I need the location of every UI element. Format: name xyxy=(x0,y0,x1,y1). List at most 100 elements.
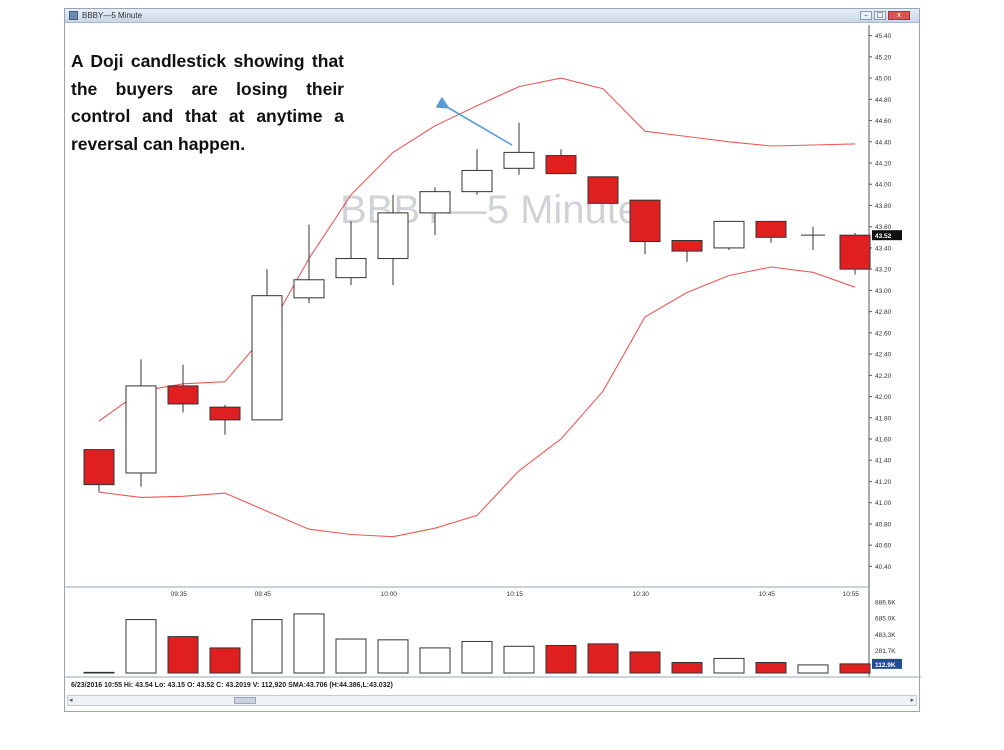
volume-bar xyxy=(209,647,241,674)
annotation-arrow xyxy=(435,96,513,146)
scroll-thumb[interactable] xyxy=(234,697,256,704)
bearish-candle xyxy=(839,233,871,275)
close-button[interactable]: x xyxy=(888,11,910,20)
bullish-candle xyxy=(377,194,409,286)
window-title: BBBY—5 Minute xyxy=(82,11,143,20)
bullish-candle xyxy=(293,224,325,304)
maximize-button[interactable]: □ xyxy=(874,11,886,20)
bullish-candle xyxy=(461,149,493,195)
price-tick-label: 41.20 xyxy=(875,479,892,486)
volume-bar xyxy=(671,661,703,674)
candle-body xyxy=(545,155,577,175)
price-tick-label: 44.40 xyxy=(875,139,892,146)
bullish-candle xyxy=(251,269,283,421)
bollinger-upper-line xyxy=(98,77,856,422)
time-tick-label: 10:00 xyxy=(381,591,398,598)
price-tick-label: 43.60 xyxy=(875,224,892,231)
candle-body xyxy=(83,449,115,486)
candle-body xyxy=(839,234,871,270)
price-tick-label: 41.60 xyxy=(875,437,892,444)
price-tick-label: 43.00 xyxy=(875,288,892,295)
price-axis-labels: 45.40 45.20 45.00 44.80 44.60 44.40 44.20 44.00… xyxy=(869,33,902,571)
bearish-candle xyxy=(83,449,115,493)
candle-body xyxy=(419,191,451,214)
chart-app-icon xyxy=(69,11,78,20)
bollinger-lower-line xyxy=(98,266,856,538)
bearish-candle xyxy=(671,239,703,262)
candle-body xyxy=(293,279,325,299)
candles xyxy=(83,122,871,493)
minimize-button[interactable]: – xyxy=(860,11,872,20)
volume-tick-label: 685.0K xyxy=(875,616,896,623)
volume-bar xyxy=(755,661,787,674)
price-tick-label: 44.00 xyxy=(875,182,892,189)
bullish-candle xyxy=(335,221,367,286)
price-tick-label: 45.20 xyxy=(875,54,892,61)
candle-body xyxy=(629,199,661,243)
candle-body xyxy=(167,385,199,405)
price-tick-label: 42.60 xyxy=(875,330,892,337)
candle-body xyxy=(461,169,493,193)
candle-body xyxy=(587,176,619,204)
annotation-text: A Doji candlestick showing that the buye… xyxy=(71,51,344,154)
volume-tick-label: 483.3K xyxy=(875,632,896,639)
time-axis-labels: 09:35 09:45 10:00 10:15 10:30 10:45 10:55 xyxy=(171,591,860,598)
time-tick-label: 09:45 xyxy=(255,591,272,598)
price-tick-label: 43.40 xyxy=(875,245,892,252)
volume-bar xyxy=(251,619,283,674)
price-tick-label: 42.00 xyxy=(875,394,892,401)
volume-bar xyxy=(125,619,157,674)
price-tick-label: 40.40 xyxy=(875,564,892,571)
last-volume-label: 112.9K xyxy=(875,662,896,669)
candle-body xyxy=(251,295,283,421)
candle-body xyxy=(125,385,157,474)
price-tick-label: 41.40 xyxy=(875,458,892,465)
volume-bar xyxy=(293,613,325,674)
bearish-candle xyxy=(545,149,577,175)
last-price-marker xyxy=(872,230,902,241)
price-tick-label: 42.20 xyxy=(875,373,892,380)
volume-tick-label: 281.7K xyxy=(875,648,896,655)
bearish-candle xyxy=(755,220,787,243)
last-price-label: 43.52 xyxy=(875,233,892,240)
candle-body xyxy=(377,212,409,260)
price-tick-label: 41.00 xyxy=(875,500,892,507)
scroll-left-icon[interactable]: ◂ xyxy=(69,697,73,704)
volume-bar xyxy=(167,636,199,674)
time-tick-label: 10:30 xyxy=(633,591,650,598)
candle-body xyxy=(713,220,745,249)
price-tick-label: 40.80 xyxy=(875,521,892,528)
bearish-candle xyxy=(587,176,619,204)
volume-tick-label: 886.6K xyxy=(875,599,896,606)
volume-bars xyxy=(83,613,871,674)
volume-bar xyxy=(335,638,367,674)
price-tick-label: 44.60 xyxy=(875,118,892,125)
price-tick-label: 45.40 xyxy=(875,33,892,40)
volume-bar xyxy=(377,639,409,674)
price-tick-label: 42.40 xyxy=(875,352,892,359)
chart-window: BBBY—5 Minute – □ x BBBY—5 Minute 45.40 4… xyxy=(64,8,921,712)
candle-body xyxy=(671,239,703,252)
price-tick-label: 42.80 xyxy=(875,309,892,316)
bullish-candle xyxy=(419,187,451,236)
candle-body xyxy=(755,220,787,238)
candle-body xyxy=(209,406,241,421)
volume-bar xyxy=(419,647,451,674)
bullish-candle xyxy=(713,220,745,251)
bearish-candle xyxy=(209,405,241,435)
price-tick-label: 41.80 xyxy=(875,415,892,422)
bollinger-bands xyxy=(98,77,856,538)
price-tick-label: 43.20 xyxy=(875,267,892,274)
scroll-right-icon[interactable]: ▸ xyxy=(910,697,914,704)
bullish-candle xyxy=(801,226,825,251)
volume-bar xyxy=(83,671,115,674)
candle-body xyxy=(503,151,535,169)
status-bar: 6/23/2016 10:55 Hi: 43.54 Lo: 43.15 O: 4… xyxy=(71,682,393,689)
price-tick-label: 43.80 xyxy=(875,203,892,210)
price-tick-label: 44.20 xyxy=(875,161,892,168)
volume-bar xyxy=(839,663,871,674)
horizontal-scrollbar[interactable]: ◂ ▸ xyxy=(67,695,917,706)
candle-body xyxy=(335,258,367,279)
last-volume-marker xyxy=(872,658,902,669)
volume-axis-labels: 886.6K 685.0K 483.3K 281.7K 112.9K xyxy=(872,599,902,669)
